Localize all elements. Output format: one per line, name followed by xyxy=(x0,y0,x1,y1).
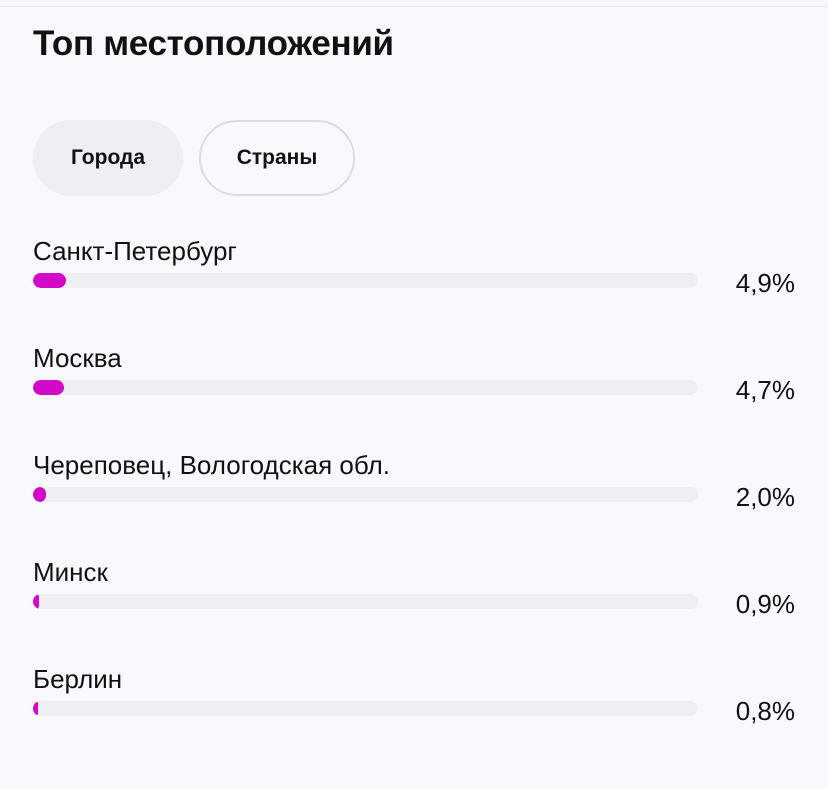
bar-row: Берлин 0,8% xyxy=(0,664,828,764)
value-label: 0,9% xyxy=(735,589,795,619)
bar xyxy=(33,273,66,288)
title: Топ местоположений xyxy=(33,24,394,63)
tab[interactable]: Страны xyxy=(199,120,355,196)
category-label: Санкт-Петербург xyxy=(33,236,237,266)
bar xyxy=(33,487,47,502)
tab-selected[interactable]: Города xyxy=(33,120,183,196)
bar xyxy=(33,594,39,609)
bar-row: Череповец, Вологодская обл. 2,0% xyxy=(0,450,828,550)
value-label: 0,8% xyxy=(735,696,795,726)
value-label: 4,7% xyxy=(735,375,795,405)
category-label: Минск xyxy=(33,557,108,587)
category-label: Череповец, Вологодская обл. xyxy=(33,450,390,480)
value-label: 4,9% xyxy=(735,268,795,298)
bar-track xyxy=(33,380,698,395)
bar-track xyxy=(33,701,698,716)
category-label: Москва xyxy=(33,343,122,373)
divider xyxy=(0,6,828,7)
bar-track xyxy=(33,273,698,288)
bar xyxy=(33,380,65,395)
bar-row: Санкт-Петербург 4,9% xyxy=(0,236,828,336)
bar-track xyxy=(33,594,698,609)
value-label: 2,0% xyxy=(735,482,795,512)
category-label: Берлин xyxy=(33,664,123,694)
bar-row: Минск 0,9% xyxy=(0,557,828,657)
bar xyxy=(33,701,39,716)
bar-row: Москва 4,7% xyxy=(0,343,828,443)
bar-track xyxy=(33,487,698,502)
